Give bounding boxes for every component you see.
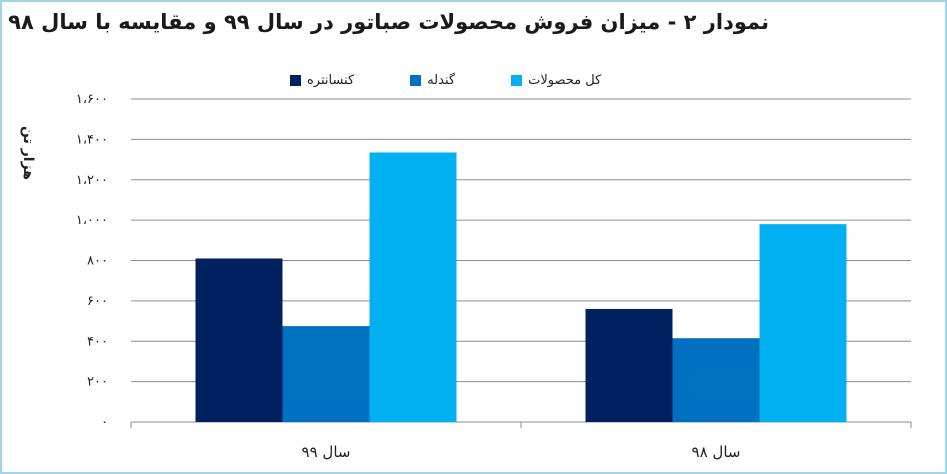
legend-label-total: کل محصولات xyxy=(528,72,602,88)
legend-label-pellet: گندله xyxy=(427,72,456,88)
y-tick-label: ۰ xyxy=(101,415,108,430)
legend-item-pellet: گندله xyxy=(410,73,455,88)
legend-swatch-concentrate xyxy=(290,74,301,86)
legend-swatch-pellet xyxy=(410,74,422,86)
x-category-label: سال ۹۹ xyxy=(302,443,351,461)
bar xyxy=(672,338,760,422)
bar xyxy=(282,326,370,422)
legend-swatch-total xyxy=(511,74,523,86)
bar xyxy=(759,224,847,422)
chart-title: نمودار ۲ - میزان فروش محصولات صباتور در … xyxy=(8,10,769,34)
x-category-label: سال ۹۸ xyxy=(692,443,741,461)
bar xyxy=(369,152,457,422)
legend-label-concentrate: کنسانتره xyxy=(307,72,355,88)
y-tick-label: ۱،۶۰۰ xyxy=(76,92,108,107)
chart-legend: کنسانتره گندله کل محصولات xyxy=(290,70,601,90)
y-tick-label: ۸۰۰ xyxy=(87,254,108,269)
y-tick-label: ۲۰۰ xyxy=(87,375,108,390)
y-tick-label: ۱،۰۰۰ xyxy=(76,213,108,228)
y-tick-label: ۴۰۰ xyxy=(87,334,108,349)
y-tick-label: ۶۰۰ xyxy=(87,294,108,309)
legend-item-total: کل محصولات xyxy=(511,73,601,88)
y-tick-label: ۱،۴۰۰ xyxy=(76,132,108,147)
legend-item-concentrate: کنسانتره xyxy=(290,73,354,88)
bar xyxy=(585,308,673,422)
bar xyxy=(195,258,283,422)
y-tick-label: ۱،۲۰۰ xyxy=(76,173,108,188)
